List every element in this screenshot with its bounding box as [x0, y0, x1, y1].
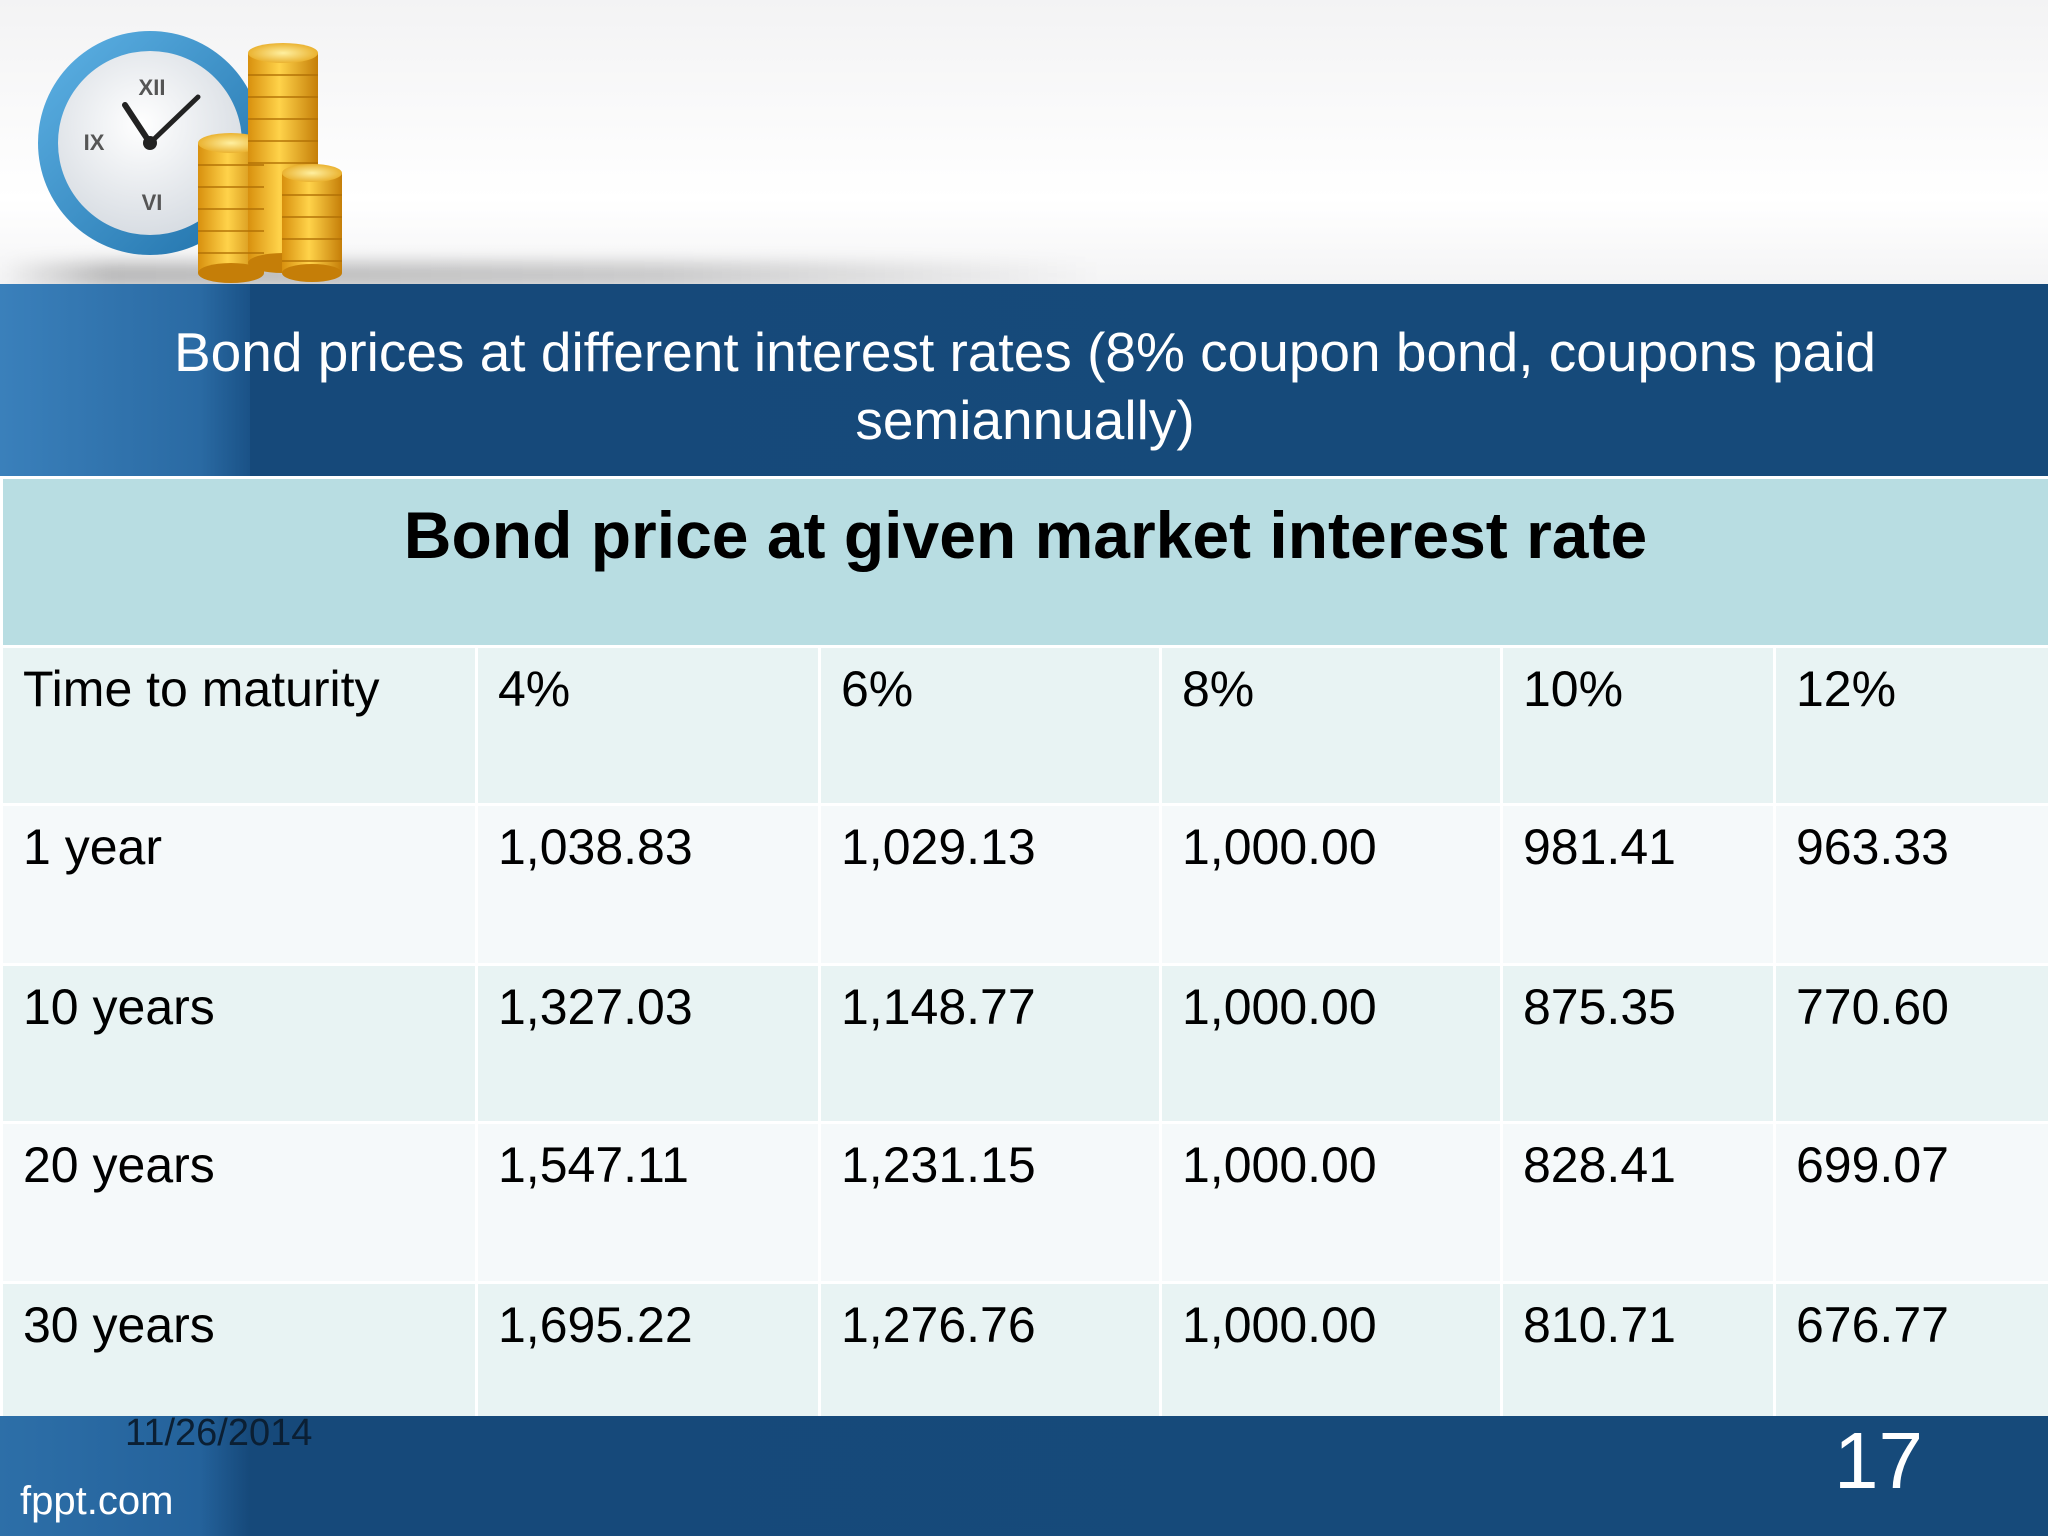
table-header-row: Bond price at given market interest rate: [0, 476, 2048, 648]
table-cell: 810.71: [1500, 1281, 1776, 1442]
top-shadow: [0, 262, 1100, 288]
column-header: Time to maturity: [0, 645, 478, 806]
footer-brand: fppt.com: [20, 1479, 174, 1523]
table-cell: 1,327.03: [475, 963, 821, 1124]
table-cell: 981.41: [1500, 803, 1776, 966]
table-cell: 676.77: [1773, 1281, 2048, 1442]
title-band-accent: [0, 284, 250, 476]
table-cell: 1,038.83: [475, 803, 821, 966]
table-cell: 1,231.15: [818, 1121, 1162, 1284]
table-row: 10 years 1,327.03 1,148.77 1,000.00 875.…: [0, 963, 2048, 1124]
clock-and-coins-icon: XII IX VI: [38, 31, 342, 283]
table-cell: 1,000.00: [1159, 963, 1503, 1124]
clock-numeral-vi: VI: [142, 190, 163, 215]
table-cell: 1,276.76: [818, 1281, 1162, 1442]
table-row: 1 year 1,038.83 1,029.13 1,000.00 981.41…: [0, 803, 2048, 966]
title-band: [0, 284, 2048, 476]
clock-numeral-ix: IX: [84, 130, 105, 155]
page-number: 17: [1834, 1416, 1923, 1505]
column-header: 4%: [475, 645, 821, 806]
table-cell: 699.07: [1773, 1121, 2048, 1284]
table-cell-maturity: 10 years: [0, 963, 478, 1124]
table-cell: 875.35: [1500, 963, 1776, 1124]
footer-band: [0, 1416, 2048, 1536]
table-row: 30 years 1,695.22 1,276.76 1,000.00 810.…: [0, 1281, 2048, 1442]
table-cell: 1,000.00: [1159, 803, 1503, 966]
table-cell: 1,000.00: [1159, 1121, 1503, 1284]
column-header: 10%: [1500, 645, 1776, 806]
table-column-headers: Time to maturity 4% 6% 8% 10% 12%: [0, 645, 2048, 806]
table-row: 20 years 1,547.11 1,231.15 1,000.00 828.…: [0, 1121, 2048, 1284]
table-cell: 770.60: [1773, 963, 2048, 1124]
table-cell: 1,029.13: [818, 803, 1162, 966]
table-group-header: Bond price at given market interest rate: [0, 476, 2048, 648]
coin-stacks-icon: [198, 43, 342, 283]
clock-icon: XII IX VI: [38, 31, 262, 255]
column-header: 8%: [1159, 645, 1503, 806]
table-cell: 1,695.22: [475, 1281, 821, 1442]
column-header: 6%: [818, 645, 1162, 806]
table-cell: 1,000.00: [1159, 1281, 1503, 1442]
slide-title: Bond prices at different interest rates …: [173, 321, 1877, 451]
clock-numeral-xii: XII: [139, 75, 166, 100]
table-cell: 1,148.77: [818, 963, 1162, 1124]
table-cell-maturity: 20 years: [0, 1121, 478, 1284]
bond-price-table: Bond price at given market interest rate…: [0, 476, 2048, 1442]
footer-date: 11/26/2014: [125, 1412, 313, 1454]
table-cell: 828.41: [1500, 1121, 1776, 1284]
table-cell-maturity: 1 year: [0, 803, 478, 966]
table-cell: 1,547.11: [475, 1121, 821, 1284]
table-cell-maturity: 30 years: [0, 1281, 478, 1442]
table-cell: 963.33: [1773, 803, 2048, 966]
column-header: 12%: [1773, 645, 2048, 806]
